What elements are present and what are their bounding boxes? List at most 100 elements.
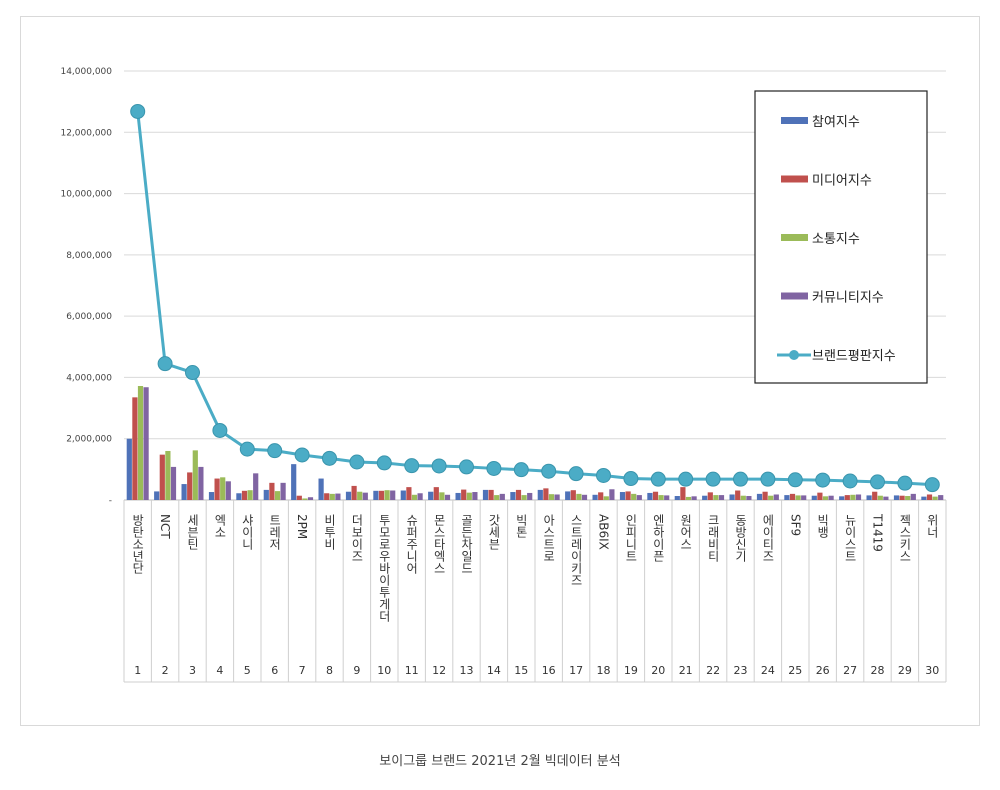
brand-index-point-4 <box>212 422 228 438</box>
bar-7-소통지수 <box>302 498 308 500</box>
bar-20-커뮤니티지수 <box>664 495 670 500</box>
bar-14-소통지수 <box>494 495 500 500</box>
bar-15-소통지수 <box>521 495 527 500</box>
bar-30-커뮤니티지수 <box>938 495 944 500</box>
bar-17-참여지수 <box>565 491 571 500</box>
brand-index-point-16 <box>541 463 557 479</box>
bar-16-미디어지수 <box>543 488 549 500</box>
brand-index-point-29 <box>897 475 913 491</box>
rank-label-2: 2 <box>162 664 169 677</box>
bar-11-미디어지수 <box>406 487 412 500</box>
legend-swatch-소통지수 <box>781 234 808 241</box>
category-label-15: 빅톤 <box>514 514 528 538</box>
rank-label-11: 11 <box>405 664 419 677</box>
rank-label-17: 17 <box>569 664 583 677</box>
bar-23-참여지수 <box>729 494 735 500</box>
brand-index-point-2 <box>157 356 173 372</box>
category-label-21: 원어스 <box>679 514 693 550</box>
brand-index-point-28 <box>870 474 885 490</box>
rank-label-26: 26 <box>816 664 830 677</box>
bar-15-커뮤니티지수 <box>527 492 533 500</box>
rank-label-20: 20 <box>651 664 665 677</box>
bar-24-소통지수 <box>768 495 774 500</box>
bar-26-소통지수 <box>822 496 829 500</box>
legend-marker <box>789 350 799 360</box>
bar-1-소통지수 <box>137 386 144 500</box>
brand-index-point-10 <box>376 455 392 471</box>
bar-28-참여지수 <box>866 495 872 500</box>
bar-2-미디어지수 <box>159 454 165 500</box>
brand-index-point-25 <box>787 472 803 488</box>
bar-25-커뮤니티지수 <box>801 495 807 500</box>
rank-label-18: 18 <box>597 664 611 677</box>
bar-20-참여지수 <box>647 492 653 500</box>
legend-swatch-커뮤니티지수 <box>781 292 808 300</box>
bar-26-커뮤니티지수 <box>828 495 834 500</box>
bar-6-소통지수 <box>274 491 281 500</box>
rank-label-16: 16 <box>542 664 556 677</box>
gridlines <box>124 70 946 501</box>
brand-index-point-23 <box>733 471 748 487</box>
rank-label-22: 22 <box>706 664 720 677</box>
rank-label-1: 1 <box>134 664 141 677</box>
bar-3-커뮤니티지수 <box>198 466 204 500</box>
brand-index-point-12 <box>431 458 447 474</box>
bar-30-소통지수 <box>932 496 938 500</box>
category-label-25: SF9 <box>788 514 802 536</box>
brand-index-point-7 <box>294 447 310 463</box>
rank-label-19: 19 <box>624 664 638 677</box>
bar-14-미디어지수 <box>488 489 494 500</box>
brand-index-point-17 <box>568 466 584 482</box>
bar-21-소통지수 <box>685 496 692 500</box>
bar-4-소통지수 <box>220 477 226 500</box>
brand-index-point-9 <box>349 454 365 470</box>
bar-26-참여지수 <box>811 495 817 500</box>
bar-11-소통지수 <box>411 494 418 500</box>
bar-7-커뮤니티지수 <box>307 497 314 500</box>
bar-26-미디어지수 <box>817 492 823 500</box>
brand-index-point-26 <box>815 472 831 488</box>
bar-21-커뮤니티지수 <box>691 496 697 500</box>
bar-16-참여지수 <box>537 489 543 500</box>
bar-27-소통지수 <box>850 494 856 500</box>
rank-label-24: 24 <box>761 664 775 677</box>
y-tick-label: 2,000,000 <box>66 435 112 445</box>
y-tick-label: 8,000,000 <box>66 251 112 261</box>
bar-27-미디어지수 <box>844 495 850 500</box>
legend-label-커뮤니티지수: 커뮤니티지수 <box>812 291 884 306</box>
bar-22-미디어지수 <box>707 492 713 500</box>
bar-14-참여지수 <box>482 489 489 500</box>
category-label-1: 방탄소년단 <box>131 514 145 574</box>
bar-3-미디어지수 <box>187 472 193 500</box>
rank-label-29: 29 <box>898 664 912 677</box>
category-label-16: 아스트로 <box>542 514 556 562</box>
bar-7-참여지수 <box>291 464 297 500</box>
rank-label-8: 8 <box>326 664 333 677</box>
bar-8-참여지수 <box>318 478 324 500</box>
bar-5-참여지수 <box>236 493 242 500</box>
brand-index-point-11 <box>404 458 420 474</box>
category-label-13: 골든차일드 <box>460 514 474 574</box>
bar-15-참여지수 <box>510 492 516 500</box>
bar-12-소통지수 <box>439 492 445 500</box>
bar-12-미디어지수 <box>433 487 439 500</box>
bar-14-커뮤니티지수 <box>499 493 505 500</box>
bar-21-참여지수 <box>674 496 680 500</box>
bar-27-참여지수 <box>839 496 845 500</box>
rank-label-21: 21 <box>679 664 693 677</box>
bar-7-미디어지수 <box>296 495 302 500</box>
category-label-17: 스트레이키즈 <box>569 514 583 586</box>
bar-18-미디어지수 <box>598 492 604 500</box>
category-label-28: T1419 <box>871 513 885 552</box>
y-tick-label: 10,000,000 <box>60 190 112 200</box>
category-label-7: 2PM <box>295 514 309 539</box>
brand-index-line <box>130 103 940 493</box>
bar-2-커뮤니티지수 <box>170 466 177 500</box>
bar-15-미디어지수 <box>515 489 522 500</box>
rank-label-6: 6 <box>271 664 278 677</box>
rank-label-28: 28 <box>871 664 885 677</box>
bar-4-커뮤니티지수 <box>225 481 231 500</box>
category-label-14: 갓세븐 <box>487 514 501 550</box>
legend-label-미디어지수: 미디어지수 <box>812 174 872 189</box>
category-label-29: 젝스키스 <box>898 514 912 562</box>
